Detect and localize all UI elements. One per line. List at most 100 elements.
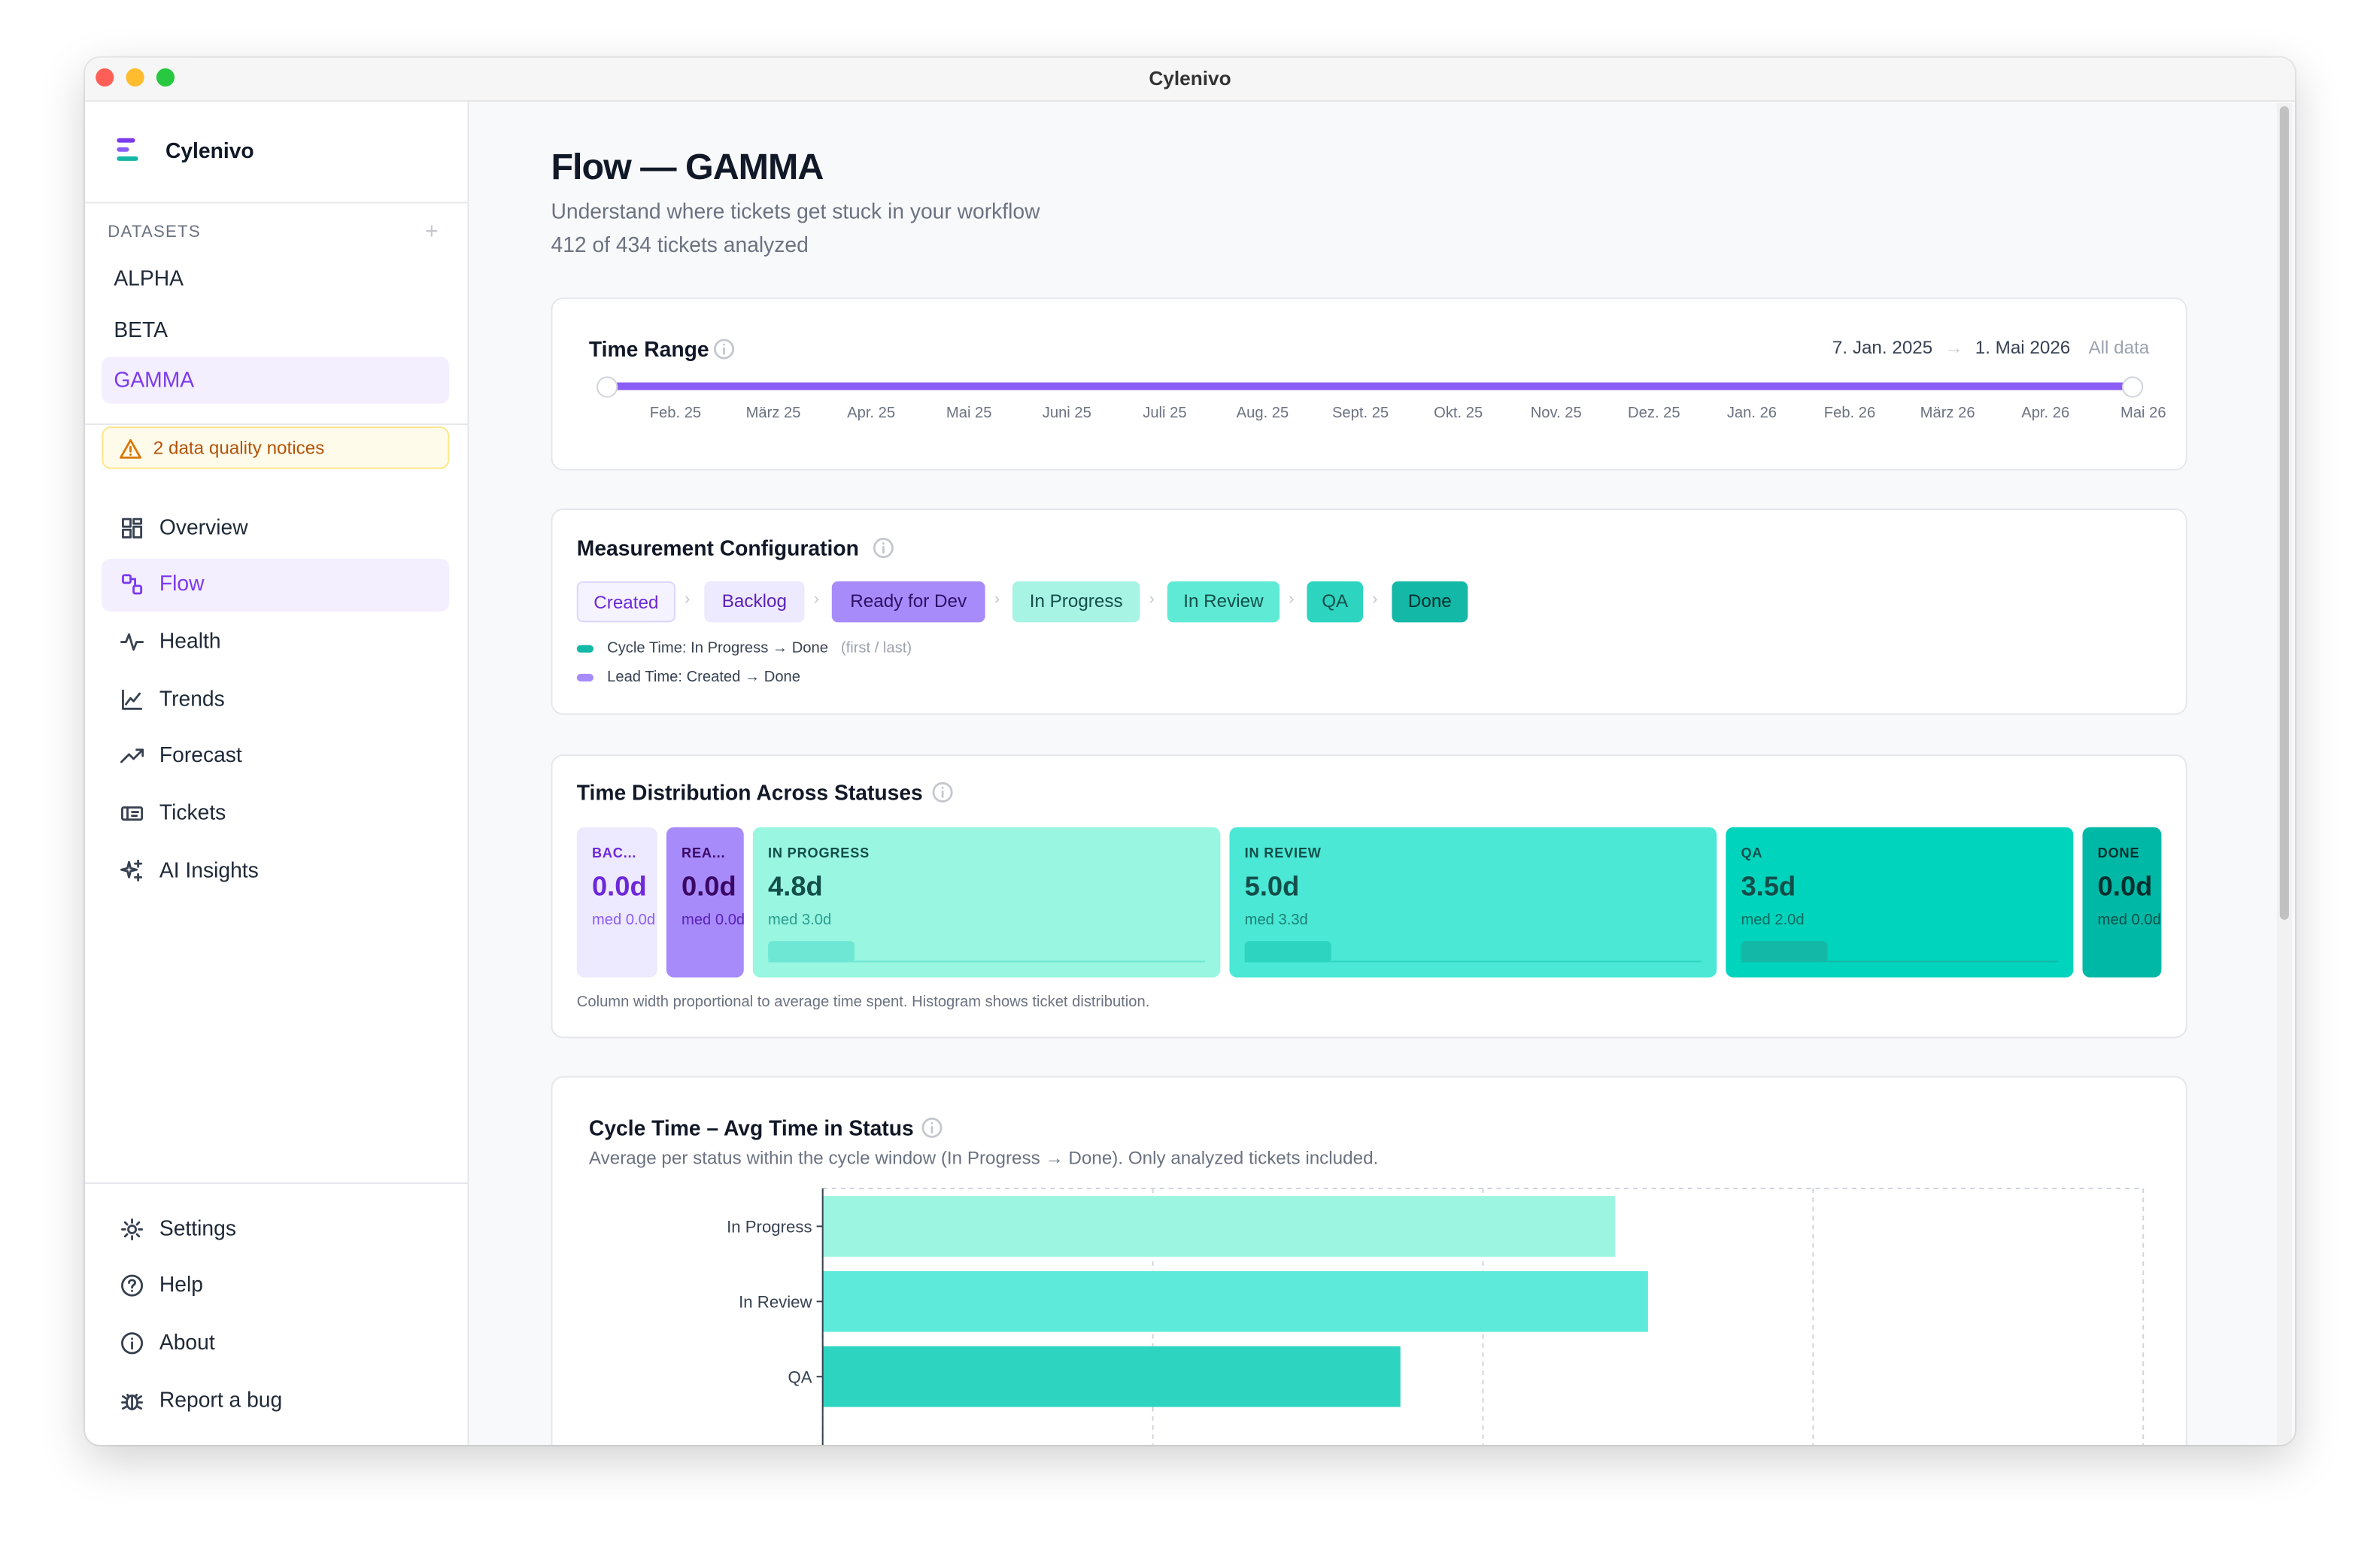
month-label: Mai 25	[946, 405, 992, 422]
nav-item[interactable]: Settings	[159, 1216, 236, 1240]
nav-item[interactable]: AI Insights	[159, 857, 259, 882]
slider-track[interactable]	[607, 382, 2133, 390]
divider	[85, 423, 468, 425]
histogram-baseline	[1244, 961, 1702, 963]
nav-icon	[121, 1218, 144, 1240]
dataset-highlight	[102, 357, 450, 404]
month-label: Feb. 26	[1823, 405, 1876, 422]
status-column[interactable]: DONE 0.0d med 0.0d	[2082, 827, 2162, 978]
dataset-item[interactable]: GAMMA	[114, 367, 195, 392]
close-button[interactable]	[96, 68, 114, 87]
nav-icon	[121, 806, 144, 821]
info-icon	[713, 338, 735, 360]
status-chip[interactable]: In Progress	[1012, 581, 1140, 623]
status-column[interactable]: IN PROGRESS 4.8d med 3.0d	[752, 827, 1221, 978]
month-label: Jan. 26	[1726, 405, 1777, 422]
column-median: med 2.0d	[1741, 912, 1805, 929]
slider-handle[interactable]	[597, 376, 618, 398]
range-all[interactable]: All data	[2088, 336, 2150, 359]
nav-icon	[120, 859, 143, 882]
column-avg: 0.0d	[2097, 871, 2153, 902]
month-label: Dez. 25	[1628, 405, 1680, 422]
card-title: Time Distribution Across Statuses	[576, 780, 923, 805]
section-label: DATASETS	[108, 223, 201, 241]
nav-icon	[120, 633, 144, 651]
nav-icon	[122, 574, 143, 595]
column-name: IN REVIEW	[1244, 845, 1322, 861]
add-dataset[interactable]: +	[425, 218, 439, 244]
page-subtitle: Understand where tickets get stuck in yo…	[551, 199, 1040, 223]
month-label: Feb. 25	[649, 405, 702, 422]
brand-bar	[117, 156, 138, 161]
status-column[interactable]: QA 3.5d med 2.0d	[1726, 827, 2074, 978]
nav-icon	[120, 748, 144, 763]
range-end: 1. Mai 2026	[1975, 336, 2071, 359]
notice-box[interactable]	[102, 426, 450, 469]
slider-handle[interactable]	[2121, 376, 2144, 398]
nav-item[interactable]: Trends	[159, 686, 225, 711]
column-median: med 0.0d	[682, 912, 744, 929]
card-title: Measurement Configuration	[576, 536, 859, 560]
nav-item[interactable]: Tickets	[159, 800, 226, 824]
status-column[interactable]: IN REVIEW 5.0d med 3.3d	[1229, 827, 1717, 978]
status-chip[interactable]: In Review	[1167, 581, 1280, 623]
dataset-item[interactable]: ALPHA	[114, 266, 184, 290]
status-chip[interactable]: Backlog	[704, 581, 805, 623]
nav-item[interactable]: Health	[159, 628, 221, 653]
zoom-button[interactable]	[156, 68, 175, 87]
status-chip[interactable]: Ready for Dev	[831, 581, 985, 623]
column-median: med 3.0d	[768, 912, 832, 929]
scrollbar-thumb[interactable]	[2279, 106, 2289, 920]
status-column[interactable]: BAC... 0.0d med 0.0d	[576, 827, 657, 978]
y-tick-label: In Review	[739, 1292, 812, 1311]
nav-highlight	[102, 558, 450, 612]
nav-item[interactable]: Report a bug	[159, 1387, 283, 1412]
status-chip[interactable]: Created	[576, 581, 675, 623]
divider	[85, 1182, 468, 1184]
range-start: 7. Jan. 2025	[1832, 336, 1933, 359]
status-separator: ›	[1289, 590, 1295, 609]
histogram-baseline	[1741, 961, 2059, 963]
notice-text[interactable]: 2 data quality notices	[153, 437, 325, 459]
status-chip[interactable]: QA	[1307, 581, 1364, 623]
legend-note: (first / last)	[840, 640, 912, 657]
page-title: Flow — GAMMA	[551, 147, 824, 189]
nav-icon	[121, 1332, 144, 1355]
column-avg: 0.0d	[591, 871, 647, 902]
brand-name: Cylenivo	[165, 138, 254, 162]
card	[551, 508, 2187, 715]
divider	[85, 202, 468, 204]
range-summary: 7. Jan. 2025 → 1. Mai 2026 All data	[1832, 337, 2149, 358]
dataset-item[interactable]: BETA	[114, 317, 168, 342]
month-label: März 26	[1920, 405, 1975, 422]
month-label: März 25	[745, 405, 801, 422]
nav-item[interactable]: Forecast	[159, 742, 242, 767]
title-bar	[85, 57, 2295, 102]
column-name: DONE	[2097, 845, 2140, 861]
column-avg: 0.0d	[682, 871, 736, 902]
status-chip[interactable]: Done	[1392, 581, 1468, 623]
status-separator: ›	[1149, 590, 1155, 609]
legend-swatch	[576, 673, 593, 682]
nav-icon	[121, 1274, 144, 1297]
nav-item[interactable]: About	[159, 1329, 215, 1354]
minimize-button[interactable]	[126, 68, 144, 87]
column-median: med 3.3d	[1244, 912, 1308, 929]
y-tick-label: QA	[788, 1367, 812, 1386]
card-title: Time Range	[588, 336, 709, 362]
nav-item[interactable]: Help	[159, 1271, 203, 1297]
month-label: Okt. 25	[1434, 405, 1483, 422]
chart-title: Cycle Time – Avg Time in Status	[588, 1115, 914, 1140]
nav-item[interactable]: Overview	[159, 514, 248, 539]
month-label: Apr. 25	[847, 405, 896, 422]
month-label: Juli 25	[1143, 405, 1187, 422]
legend-label: Cycle Time: In Progress → Done	[607, 640, 828, 657]
status-column[interactable]: REA... 0.0d med 0.0d	[666, 827, 744, 978]
bar	[822, 1270, 1648, 1332]
month-label: Aug. 25	[1236, 405, 1289, 422]
nav-item[interactable]: Flow	[159, 570, 205, 595]
legend-label: Lead Time: Created → Done	[607, 669, 801, 687]
legend-swatch	[576, 645, 593, 653]
histogram-bar	[768, 941, 855, 963]
